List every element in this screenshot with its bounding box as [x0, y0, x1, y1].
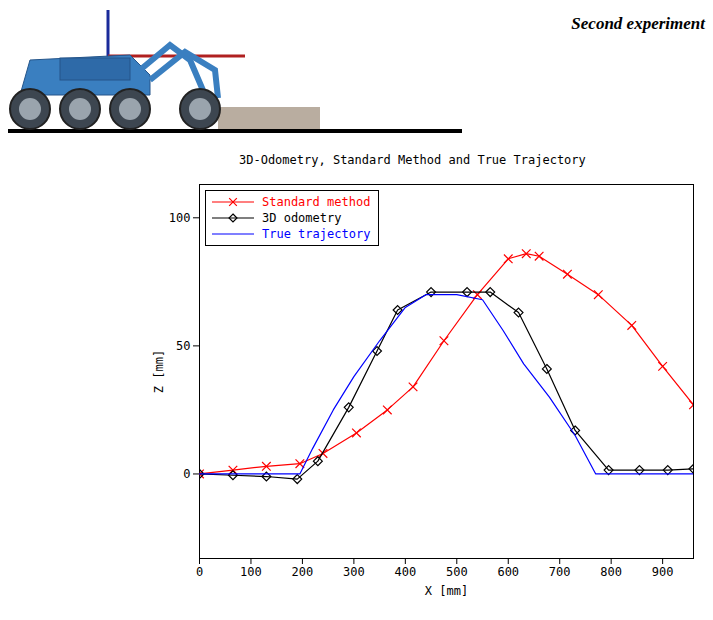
svg-text:500: 500	[446, 565, 468, 579]
svg-text:X [mm]: X [mm]	[425, 584, 468, 598]
svg-text:400: 400	[394, 565, 416, 579]
html-text:True trajectory: True trajectory	[262, 227, 371, 241]
svg-text:100: 100	[240, 565, 262, 579]
html-text:Standard method: Standard method	[262, 195, 371, 209]
svg-text:600: 600	[497, 565, 519, 579]
svg-text:50: 50	[176, 339, 190, 353]
html-text:3D-Odometry, Standard Method a: 3D-Odometry, Standard Method and True Tr…	[239, 153, 586, 167]
svg-text:Z [mm]: Z [mm]	[152, 350, 166, 393]
html-text:3D odometry: 3D odometry	[262, 211, 342, 225]
svg-text:900: 900	[652, 565, 674, 579]
svg-text:700: 700	[549, 565, 571, 579]
svg-text:800: 800	[600, 565, 622, 579]
svg-text:300: 300	[343, 565, 365, 579]
svg-text:200: 200	[292, 565, 314, 579]
svg-text:0: 0	[196, 565, 203, 579]
svg-text:100: 100	[169, 211, 191, 225]
svg-text:0: 0	[183, 467, 190, 481]
html-text:Second experiment: Second experiment	[571, 14, 705, 33]
